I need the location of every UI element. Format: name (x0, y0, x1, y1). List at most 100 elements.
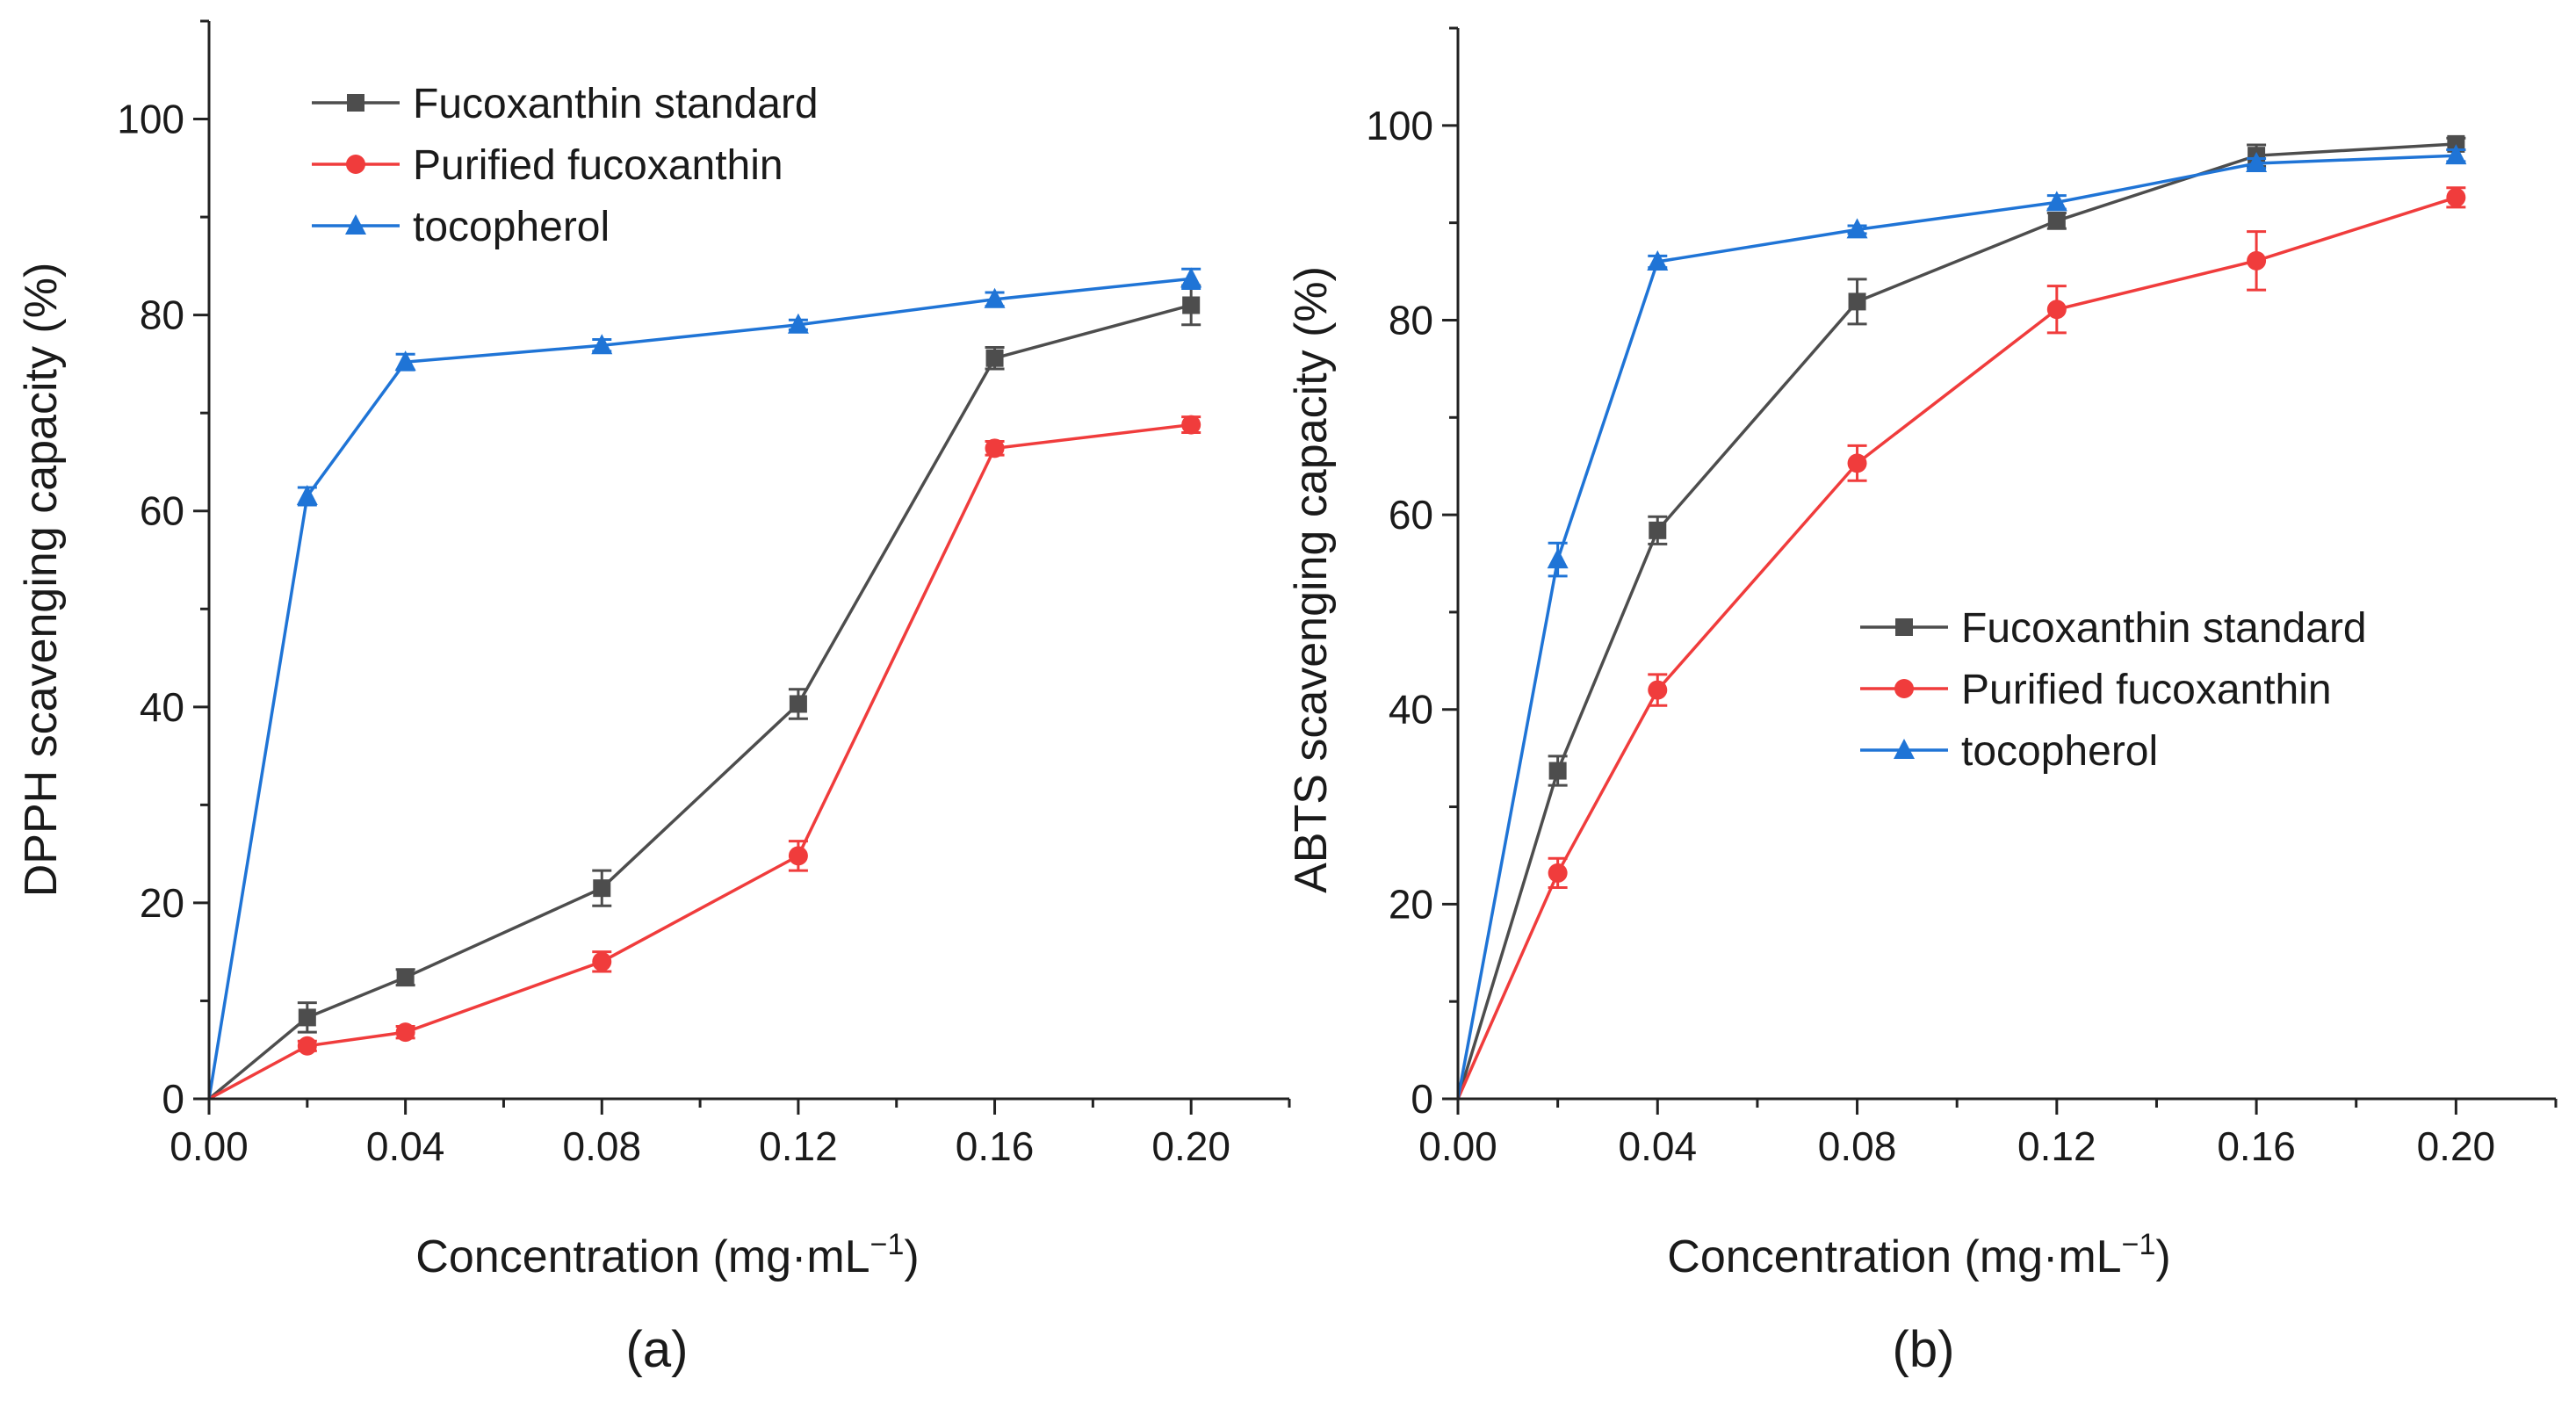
y-tick-label: 60 (140, 488, 184, 534)
legend-a: Fucoxanthin standard Purified fucoxanthin… (312, 81, 819, 250)
data-point-tocopherol (1180, 267, 1202, 288)
legend-entry-tocopherol: tocopherol (1860, 728, 2158, 775)
x-tick-label: 0.16 (956, 1123, 1035, 1169)
data-point-tocopherol (787, 313, 809, 334)
legend-marker (347, 94, 364, 112)
series-tocopherol (1456, 144, 2467, 1100)
x-axis-title-sup-a: −1 (870, 1228, 905, 1261)
data-point-fucoxanthin-standard (396, 968, 415, 986)
x-tick-label: 0.08 (563, 1123, 642, 1169)
y-tick-label: 100 (1366, 103, 1433, 148)
legend-entry-tocopherol: tocopherol (312, 204, 610, 250)
data-point-tocopherol (2246, 152, 2268, 173)
series-line-tocopherol (207, 277, 1192, 1100)
y-tick-label: 20 (140, 880, 184, 926)
legend-entry-purified-fucoxanthin: Purified fucoxanthin (1860, 667, 2332, 713)
plot-area-b (1456, 134, 2467, 1100)
y-tick-label: 0 (162, 1076, 184, 1122)
y-tick-label: 0 (1411, 1076, 1433, 1122)
x-tick-label: 0.04 (1619, 1123, 1698, 1169)
legend-label: tocopherol (413, 204, 610, 250)
legend-entry-fucoxanthin-standard: Fucoxanthin standard (312, 81, 819, 127)
x-tick-label: 0.08 (1818, 1123, 1897, 1169)
data-point-tocopherol (2046, 191, 2067, 212)
data-point-tocopherol (1846, 218, 1868, 239)
x-tick-label: 0.20 (2417, 1123, 2496, 1169)
data-point-purified-fucoxanthin (1847, 453, 1867, 473)
y-axis-title-a: DPPH scavenging capacity (%) (16, 263, 67, 898)
data-point-purified-fucoxanthin (985, 438, 1005, 459)
chart-panel-b: 0 20 40 60 80 100 0.00 0.04 0.08 0.12 0.16 0.20 ABT… (1286, 26, 2558, 1378)
data-point-purified-fucoxanthin (395, 1022, 415, 1043)
x-tick-label: 0.00 (1418, 1123, 1497, 1169)
data-point-purified-fucoxanthin (592, 951, 612, 971)
data-point-fucoxanthin-standard (298, 1008, 316, 1027)
data-point-tocopherol (591, 334, 613, 355)
data-point-fucoxanthin-standard (1182, 296, 1201, 314)
data-point-tocopherol (1547, 548, 1569, 569)
legend-marker (346, 155, 365, 174)
panel-label-a: (a) (626, 1321, 689, 1378)
x-tick-label: 0.20 (1151, 1123, 1230, 1169)
y-axis-title-b: ABTS scavenging capacity (%) (1286, 266, 1337, 893)
data-point-tocopherol (984, 287, 1006, 308)
data-point-fucoxanthin-standard (1649, 521, 1667, 539)
data-point-tocopherol (1647, 249, 1669, 271)
series-tocopherol (207, 267, 1202, 1100)
axes-b: 0 20 40 60 80 100 0.00 0.04 0.08 0.12 0.16 0.20 (1366, 26, 2558, 1169)
legend-label: Fucoxanthin standard (413, 81, 819, 127)
legend-marker (345, 214, 366, 235)
x-tick-label: 0.12 (2017, 1123, 2096, 1169)
y-tick-label: 80 (140, 292, 184, 338)
x-axis-title-end-a: ) (904, 1231, 919, 1282)
data-point-purified-fucoxanthin (788, 846, 808, 866)
y-tick-label: 20 (1389, 881, 1433, 927)
series-purified-fucoxanthin (208, 415, 1201, 1101)
data-point-purified-fucoxanthin (1181, 415, 1201, 435)
data-point-purified-fucoxanthin (2446, 187, 2466, 207)
legend-entry-fucoxanthin-standard: Fucoxanthin standard (1860, 605, 2367, 652)
x-axis-title-a: Concentration (mg·mL−1) (415, 1228, 919, 1282)
x-tick-label: 0.16 (2217, 1123, 2296, 1169)
x-tick-label: 0.12 (759, 1123, 838, 1169)
series-purified-fucoxanthin (1456, 186, 2466, 1100)
x-axis-title-sup-b: −1 (2122, 1228, 2156, 1261)
data-point-fucoxanthin-standard (593, 879, 611, 898)
legend-marker (1894, 679, 1914, 698)
data-point-fucoxanthin-standard (985, 349, 1004, 367)
x-axis-title-end-b: ) (2155, 1231, 2170, 1282)
x-axis-title-b: Concentration (mg·mL−1) (1667, 1228, 2170, 1282)
legend-label: Purified fucoxanthin (1961, 667, 2332, 713)
data-point-fucoxanthin-standard (2447, 134, 2465, 153)
legend-marker (1895, 618, 1913, 636)
legend-label: Purified fucoxanthin (413, 142, 783, 189)
x-tick-label: 0.04 (366, 1123, 445, 1169)
legend-marker (1894, 739, 1915, 759)
data-point-purified-fucoxanthin (297, 1036, 317, 1056)
y-tick-label: 40 (140, 684, 184, 730)
data-point-fucoxanthin-standard (2047, 212, 2066, 230)
data-point-purified-fucoxanthin (1548, 863, 1568, 883)
data-point-purified-fucoxanthin (1648, 680, 1668, 700)
legend-label: Fucoxanthin standard (1961, 605, 2367, 652)
data-point-fucoxanthin-standard (789, 695, 807, 713)
series-fucoxanthin-standard (207, 284, 1201, 1101)
y-tick-label: 60 (1389, 492, 1433, 538)
y-tick-label: 100 (117, 97, 184, 142)
data-point-tocopherol (296, 484, 318, 505)
axes-a: 0 20 40 60 80 100 0.00 0.04 0.08 0.12 0.16 0.20 (117, 19, 1291, 1169)
x-axis-title-main-a: Concentration (mg·mL (415, 1231, 869, 1282)
plot-area-a (207, 267, 1202, 1101)
series-line-fucoxanthin-standard (207, 303, 1192, 1101)
x-axis-title-main-b: Concentration (mg·mL (1667, 1231, 2121, 1282)
data-point-tocopherol (2445, 144, 2467, 165)
y-tick-label: 40 (1389, 687, 1433, 733)
data-point-fucoxanthin-standard (1848, 292, 1866, 311)
panel-label-b: (b) (1893, 1321, 1955, 1378)
data-point-fucoxanthin-standard (1548, 762, 1567, 780)
chart-panel-a: 0 20 40 60 80 100 0.00 0.04 0.08 0.12 0.16 0.20 DPP… (16, 19, 1291, 1378)
legend-entry-purified-fucoxanthin: Purified fucoxanthin (312, 142, 783, 189)
x-tick-label: 0.00 (170, 1123, 249, 1169)
legend-label: tocopherol (1961, 728, 2158, 775)
